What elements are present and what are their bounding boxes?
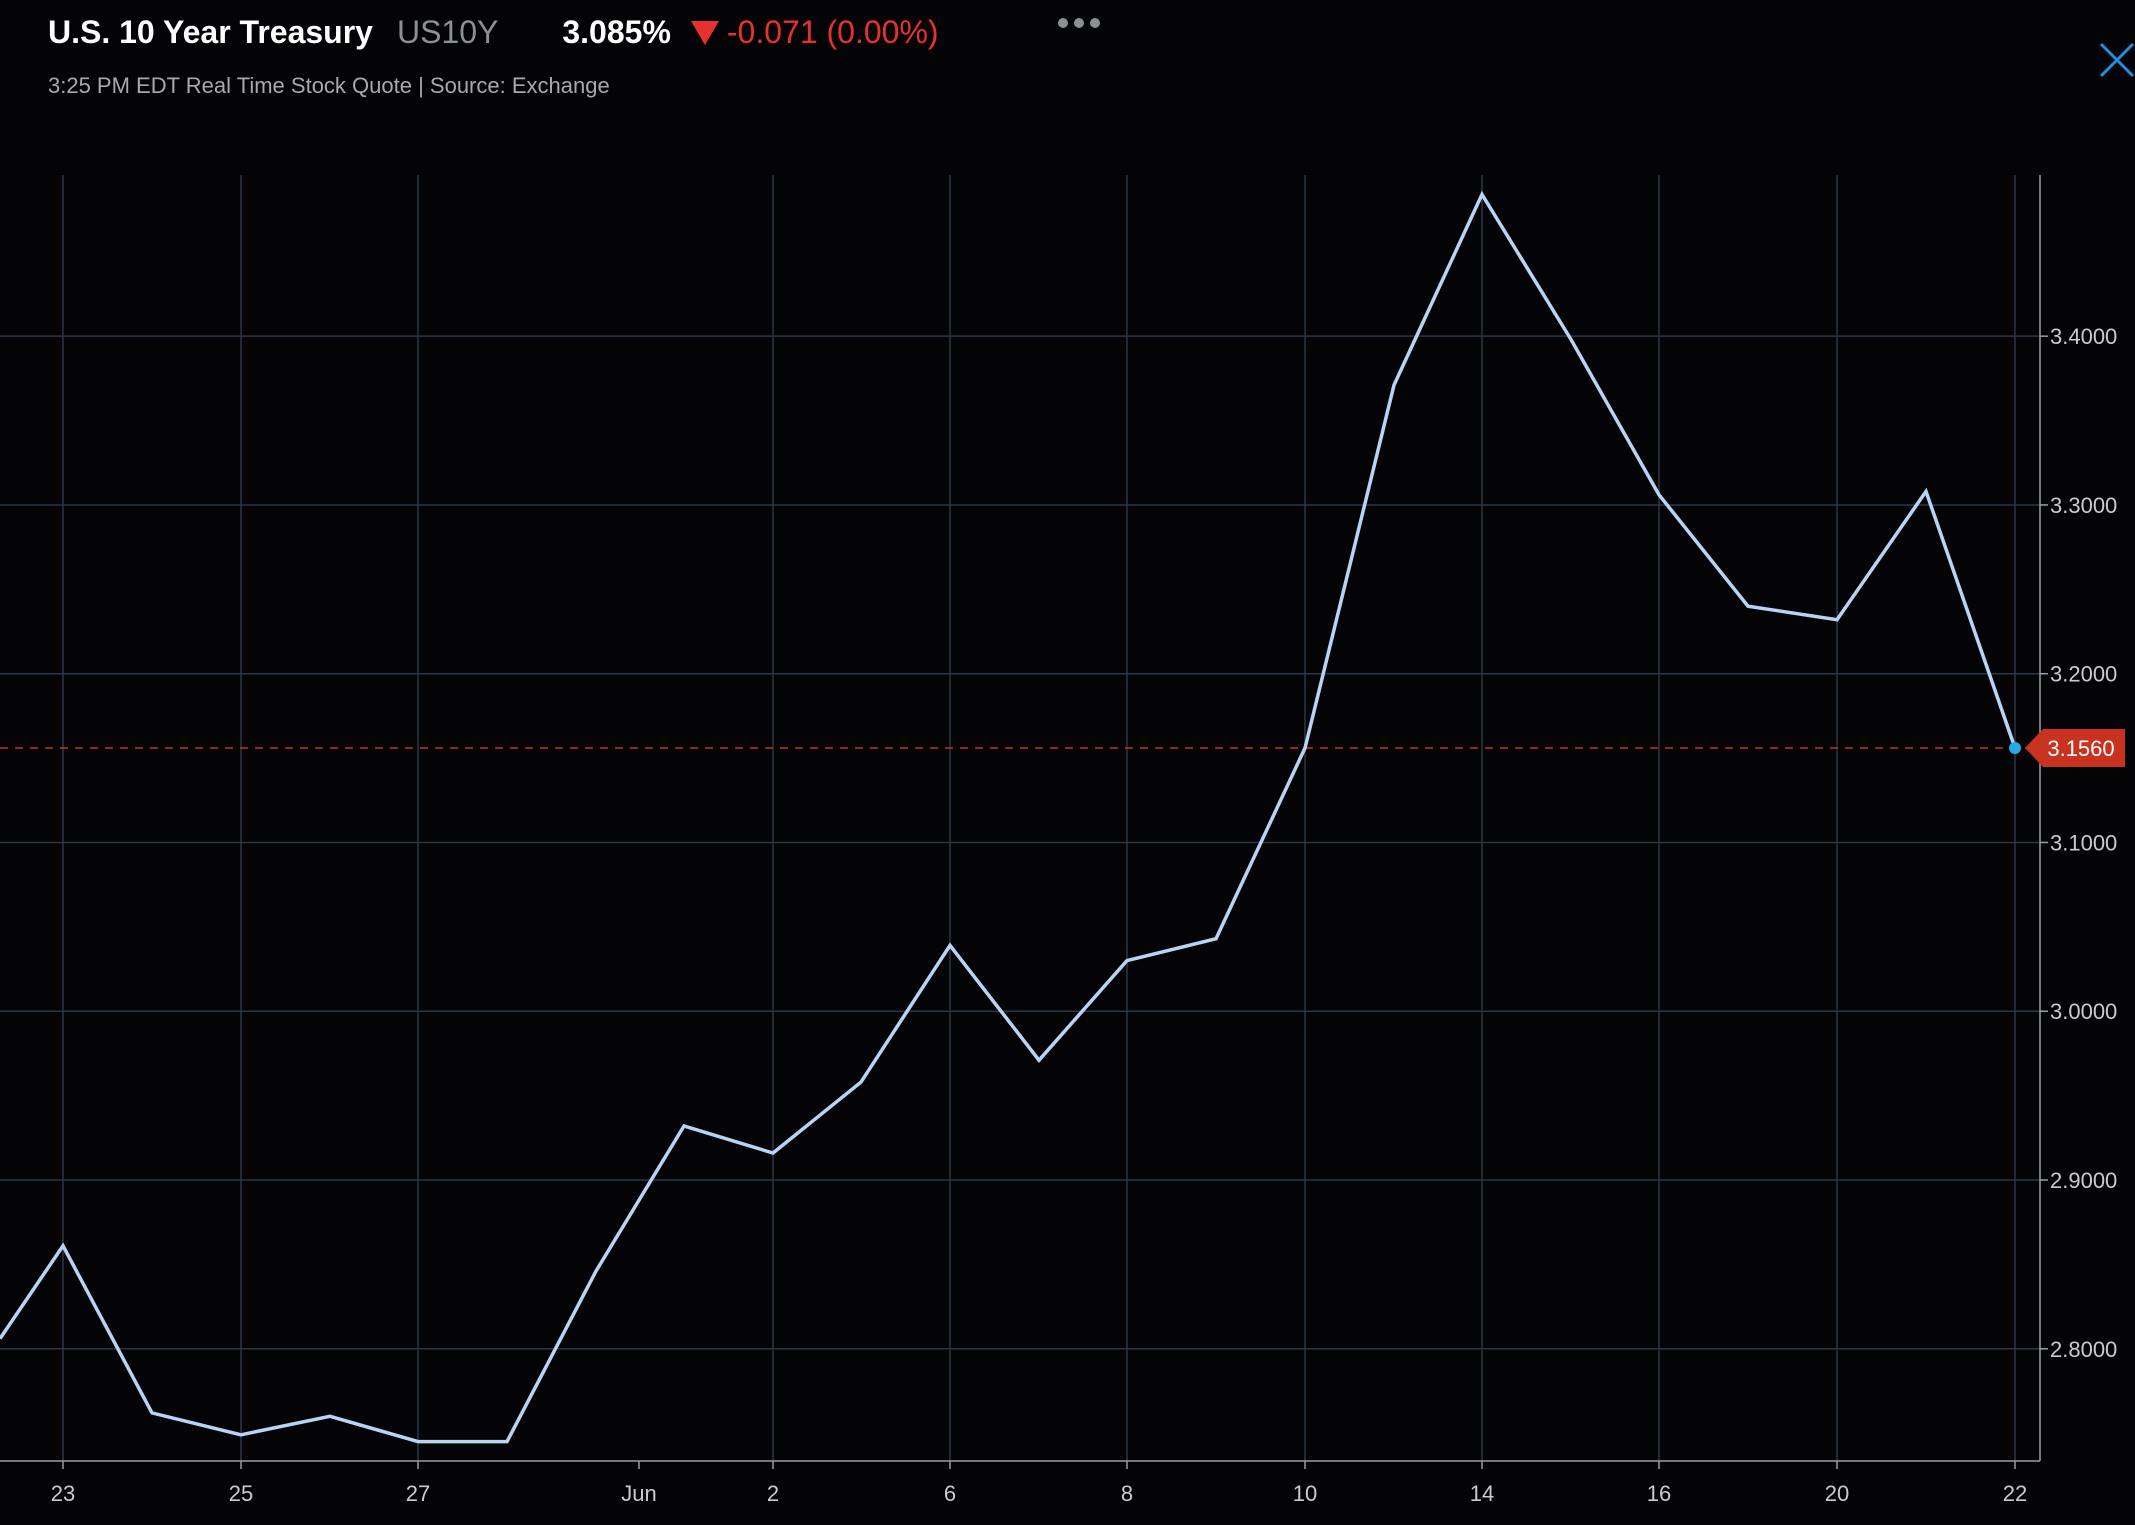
data-point (1835, 618, 1839, 622)
last-value-label: 3.1560 (2047, 736, 2114, 761)
x-tick-label: 25 (229, 1481, 253, 1506)
grid (0, 175, 2040, 1461)
dot (1074, 18, 1084, 28)
last-value-badge (2025, 728, 2125, 767)
x-tick-label: 20 (1825, 1481, 1849, 1506)
price-change-value: -0.071 (0.00%) (726, 14, 939, 50)
data-point (1392, 383, 1396, 387)
tick-labels: 3.4000 3.3000 3.2000 3.1000 3.0000 2.9000 2.80… (51, 324, 2125, 1506)
x-tick-label: 22 (2003, 1481, 2027, 1506)
data-point (150, 1411, 154, 1415)
last-price: 3.085% (562, 14, 671, 50)
x-tick-label: 8 (1121, 1481, 1133, 1506)
data-point (859, 1080, 863, 1084)
more-dots-icon[interactable] (1058, 18, 1100, 28)
data-point (1657, 493, 1661, 497)
data-point (1214, 937, 1218, 941)
quote-source-line: 3:25 PM EDT Real Time Stock Quote | Sour… (48, 73, 610, 98)
y-tick-label: 3.4000 (2050, 324, 2117, 349)
data-point (239, 1433, 243, 1437)
data-point (1924, 489, 1928, 493)
y-tick-label: 2.9000 (2050, 1168, 2117, 1193)
x-tick-label: 16 (1647, 1481, 1671, 1506)
ticker-symbol: US10Y (396, 14, 499, 50)
x-tick-label: 27 (406, 1481, 430, 1506)
data-point (61, 1244, 65, 1248)
data-point (771, 1151, 775, 1155)
data-point (505, 1440, 509, 1444)
x-tick-label: 2 (767, 1481, 779, 1506)
axes (0, 175, 2048, 1469)
data-point (1125, 959, 1129, 963)
price-change: -0.071 (0.00%) (690, 14, 939, 51)
quote-header: U.S. 10 Year Treasury US10Y 3.085% -0.07… (48, 14, 2135, 124)
quote-row: U.S. 10 Year Treasury US10Y 3.085% -0.07… (48, 14, 2135, 51)
y-tick-label: 2.8000 (2050, 1337, 2117, 1362)
close-button[interactable] (2095, 38, 2135, 78)
dot (1090, 18, 1100, 28)
data-point (328, 1414, 332, 1418)
x-tick-label: 10 (1293, 1481, 1317, 1506)
data-point (948, 943, 952, 947)
y-tick-label: 3.3000 (2050, 493, 2117, 518)
y-tick-label: 3.1000 (2050, 830, 2117, 855)
series (0, 190, 2040, 1444)
data-point (594, 1269, 598, 1273)
last-point-marker (2009, 741, 2021, 754)
data-point (416, 1440, 420, 1444)
data-point (1746, 604, 1750, 608)
y-tick-label: 3.2000 (2050, 662, 2117, 687)
data-point (1303, 746, 1307, 750)
x-tick-label: 14 (1470, 1481, 1494, 1506)
series-line (0, 190, 2017, 1444)
data-point (1569, 338, 1573, 342)
x-tick-label: 6 (944, 1481, 956, 1506)
down-triangle-icon (690, 21, 719, 45)
x-tick-label: 23 (51, 1481, 75, 1506)
y-tick-label: 3.0000 (2050, 999, 2117, 1024)
data-point (1037, 1058, 1041, 1062)
data-point (1480, 192, 1484, 196)
data-point (682, 1124, 686, 1128)
dot (1058, 18, 1068, 28)
x-tick-label: Jun (621, 1481, 656, 1506)
security-name: U.S. 10 Year Treasury (48, 14, 373, 50)
close-icon (2099, 42, 2135, 78)
